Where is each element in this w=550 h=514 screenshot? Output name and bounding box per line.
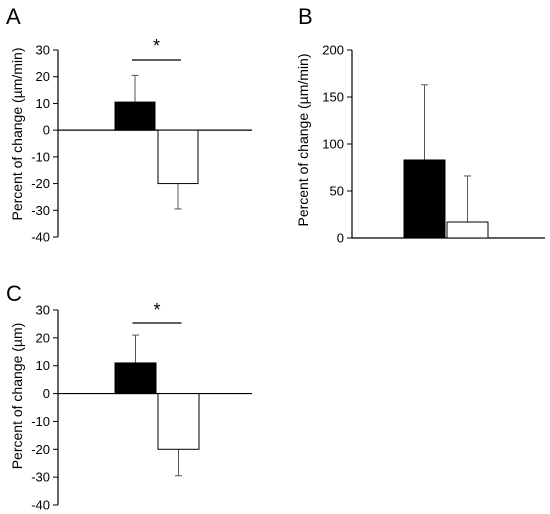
panel-a-ytick-label: 10	[36, 96, 50, 111]
panel-b-ytick-label: 150	[322, 90, 344, 105]
panel-a: A Percent of change (µm/min) 30 20 10 0 -10 -…	[6, 4, 252, 245]
panel-a-ytick-label: 0	[43, 123, 50, 138]
panel-a-bar	[114, 101, 156, 131]
panel-a-ylabel: Percent of change (µm/min)	[9, 47, 25, 220]
panel-a-letter: A	[6, 4, 21, 29]
panel-b: B Percent of change (µm/min) 200 150 100 50…	[295, 4, 545, 246]
panel-c-ytick-label: -20	[31, 442, 50, 457]
panel-a-ytick-label: -30	[31, 203, 50, 218]
panel-c-ytick-label: -10	[31, 414, 50, 429]
panel-c-ytick-label: -40	[31, 498, 50, 513]
panel-b-ytick-label: 100	[322, 137, 344, 152]
panel-a-ytick-label: -40	[31, 230, 50, 245]
panel-c-ytick-label: 30	[36, 303, 50, 318]
panel-a-bar	[157, 129, 199, 185]
panel-c-letter: C	[6, 281, 22, 306]
panel-a-ytick-label: -10	[31, 149, 50, 164]
panel-a-significance-star: *	[153, 36, 160, 56]
panel-c-ytick-label: -30	[31, 470, 50, 485]
panel-b-ytick-label: 50	[330, 184, 344, 199]
panel-c-significance-star: *	[153, 300, 160, 320]
panel-a-ytick-label: 30	[36, 43, 50, 58]
panel-c-ylabel: Percent of change (µm)	[9, 323, 25, 470]
panel-b-ylabel: Percent of change (µm/min)	[295, 53, 311, 226]
panel-b-bar	[403, 159, 446, 239]
panel-b-ytick-label: 0	[337, 231, 344, 246]
panel-b-letter: B	[298, 4, 313, 29]
panel-b-ytick-label: 200	[322, 43, 344, 58]
panel-c-ytick-label: 20	[36, 330, 50, 345]
panel-c-bar	[157, 393, 200, 450]
panel-a-ytick-label: 20	[36, 69, 50, 84]
panel-c: C Percent of change (µm) 30 20 10 0 -10 -20 -3…	[6, 281, 252, 513]
panel-c-ytick-label: 0	[43, 386, 50, 401]
panel-c-bar	[114, 362, 157, 395]
panel-c-ytick-label: 10	[36, 358, 50, 373]
panel-b-bar	[446, 221, 489, 239]
panel-a-ytick-label: -20	[31, 176, 50, 191]
